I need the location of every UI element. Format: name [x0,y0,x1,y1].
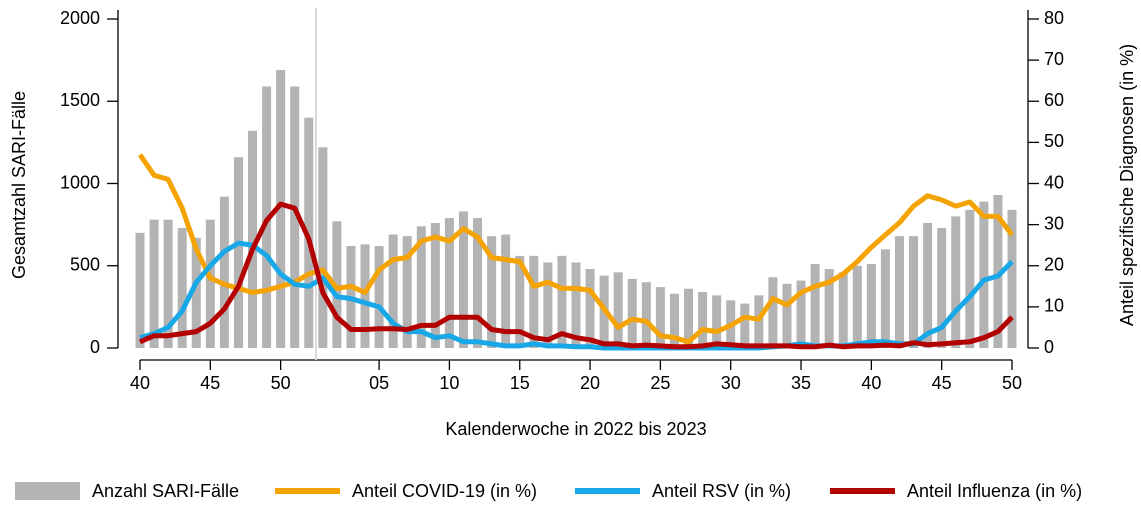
y2-tick-label: 50 [1044,131,1064,151]
bar [248,130,258,348]
bar [233,157,243,348]
x-tick-label: 40 [130,373,150,393]
bar [304,117,314,348]
y-tick-label: 2000 [60,8,100,28]
bar [191,237,201,348]
bar [585,269,595,348]
bar [402,236,412,348]
bar [838,272,848,348]
bar [557,255,567,348]
x-tick-label: 20 [580,373,600,393]
bar [458,211,468,348]
x-tick-label: 15 [510,373,530,393]
legend-label: Anteil COVID-19 (in %) [352,481,537,501]
x-tick-label: 50 [1002,373,1022,393]
x-tick-label: 05 [369,373,389,393]
x-tick-label: 10 [439,373,459,393]
y2-tick-label: 60 [1044,90,1064,110]
bar [543,262,553,348]
bar [712,295,722,348]
bar [951,216,961,348]
y2-tick-label: 30 [1044,213,1064,233]
bar [515,255,525,348]
x-axis-title: Kalenderwoche in 2022 bis 2023 [445,419,706,439]
legend-label: Anzahl SARI-Fälle [92,481,239,501]
bar [993,195,1003,348]
bar [163,219,173,348]
y-tick-label: 1500 [60,90,100,110]
bar [852,265,862,348]
line [139,240,1014,351]
legend-label: Anteil RSV (in %) [652,481,791,501]
y-tick-label: 1000 [60,172,100,192]
bar [177,227,187,348]
bar [641,282,651,348]
bar [627,278,637,348]
bar [360,244,370,348]
bar [698,292,708,348]
y2-tick-label: 70 [1044,49,1064,69]
y2-tick-label: 10 [1044,296,1064,316]
bar [894,236,904,348]
bar [571,262,581,348]
bar [149,219,159,348]
bar [810,264,820,348]
bar [416,226,426,348]
bar [473,218,483,348]
bar [740,303,750,348]
bar [613,272,623,348]
bar [824,269,834,348]
x-tick-label: 45 [932,373,952,393]
bar [430,222,440,348]
bar [684,288,694,348]
bar [979,201,989,348]
line [137,153,1014,345]
bar [768,277,778,348]
y-tick-label: 0 [90,337,100,357]
bar [290,86,300,348]
bar [782,283,792,348]
bar [487,236,497,348]
bar [1007,209,1017,348]
y2-tick-label: 20 [1044,255,1064,275]
bar [276,69,286,349]
x-tick-label: 25 [650,373,670,393]
y2-tick-label: 80 [1044,8,1064,28]
y-tick-label: 500 [70,255,100,275]
y2-tick-label: 0 [1044,337,1054,357]
bar [135,232,145,348]
line [139,201,1014,350]
x-tick-label: 35 [791,373,811,393]
bar [880,249,890,348]
x-tick-label: 30 [721,373,741,393]
y2-tick-label: 40 [1044,172,1064,192]
bar [205,219,215,348]
x-tick-label: 50 [271,373,291,393]
bar [318,147,328,348]
bar [669,293,679,348]
bar [529,255,539,348]
bar [909,236,919,348]
bar [444,218,454,348]
bar [501,234,511,348]
x-tick-label: 40 [861,373,881,393]
y2-axis-title: Anteil spezifische Diagnosen (in %) [1117,44,1137,326]
bar [388,234,398,348]
bar [937,227,947,348]
bar [796,280,806,348]
legend-label: Anteil Influenza (in %) [907,481,1082,501]
y-axis-title: Gesamtzahl SARI-Fälle [9,91,29,279]
legend-swatch [15,482,80,500]
bar [923,222,933,348]
bar [374,246,384,348]
bar [866,264,876,348]
x-tick-label: 45 [200,373,220,393]
bar [219,196,229,348]
bar [965,209,975,348]
bar [655,287,665,348]
